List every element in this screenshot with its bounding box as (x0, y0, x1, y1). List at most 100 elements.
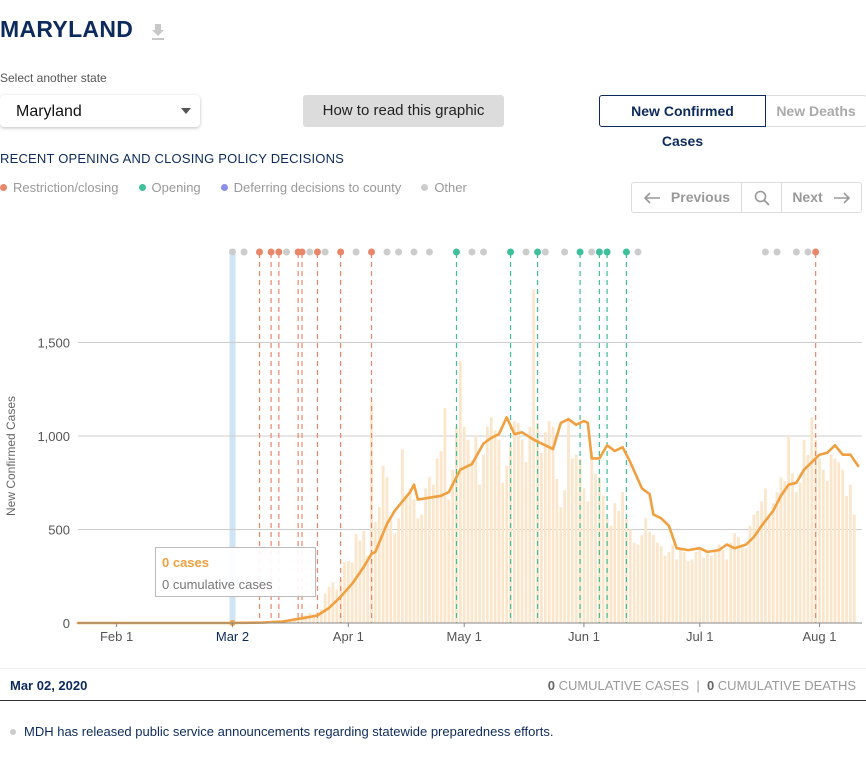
daily-case-bar (532, 289, 536, 623)
policy-event-dot (561, 248, 569, 256)
daily-case-bar (424, 488, 427, 623)
daily-case-bar (362, 530, 366, 623)
daily-case-bar (690, 559, 694, 623)
policy-event-dot (812, 248, 820, 256)
policy-event-dot (595, 248, 603, 256)
policy-event-dot (522, 248, 530, 256)
daily-case-bar (833, 458, 837, 623)
daily-case-bar (447, 499, 451, 623)
cumulative-cases-value: 0 (547, 678, 555, 693)
daily-case-bar (841, 469, 845, 623)
policy-section-title: RECENT OPENING AND CLOSING POLICY DECISI… (0, 151, 345, 166)
daily-case-bar (628, 529, 632, 623)
daily-case-bar (586, 501, 590, 623)
policy-event-dot (410, 248, 418, 256)
daily-case-bar (590, 450, 594, 623)
daily-case-bar (373, 522, 377, 623)
other-dot-icon (10, 728, 16, 735)
opening-dot-icon (138, 184, 146, 191)
daily-case-bar (806, 454, 810, 623)
policy-event-dot (283, 248, 291, 256)
daily-case-bar (370, 402, 373, 623)
daily-case-bar (721, 550, 725, 623)
daily-case-bar (771, 503, 775, 623)
daily-case-bar (729, 542, 733, 623)
x-tick-label: Jun 1 (568, 629, 600, 644)
how-to-read-button[interactable]: How to read this graphic (303, 95, 504, 127)
daily-case-bar (416, 518, 420, 623)
daily-case-bar (852, 514, 856, 623)
daily-case-bar (543, 432, 547, 623)
daily-case-bar (821, 469, 825, 623)
other-dot-icon (421, 184, 429, 191)
daily-case-bar (466, 439, 470, 623)
daily-case-bar (617, 510, 621, 623)
daily-case-bar (358, 540, 362, 623)
state-dropdown[interactable]: Maryland (0, 95, 200, 127)
daily-case-bar (563, 490, 567, 623)
daily-case-bar (485, 426, 489, 623)
daily-case-bar (767, 518, 771, 623)
tooltip-cases: 0 cases (162, 555, 209, 570)
cases-chart[interactable]: 0 500 1,000 1,500 New Confirmed Cases Feb 1 Ma… (0, 236, 866, 656)
new-confirmed-cases-toggle[interactable]: New Confirmed Cases (599, 95, 766, 149)
legend-item-opening: Opening (138, 180, 201, 195)
daily-case-bar (312, 614, 315, 623)
new-deaths-toggle[interactable]: New Deaths (766, 95, 866, 127)
daily-case-bar (524, 462, 528, 623)
policy-event-dot (383, 248, 391, 256)
daily-case-bar (470, 460, 474, 623)
daily-case-bar (682, 551, 686, 623)
daily-case-bar (570, 458, 574, 623)
daily-case-bar (346, 561, 350, 623)
daily-case-bar (733, 533, 736, 623)
daily-case-bar (779, 477, 783, 623)
zoom-button[interactable] (742, 183, 782, 212)
daily-case-bar (547, 421, 551, 623)
daily-case-bar (648, 531, 651, 623)
daily-case-bar (335, 589, 339, 623)
cumulative-cases-label: CUMULATIVE CASES (558, 678, 690, 693)
daily-case-bar (555, 479, 559, 623)
daily-case-bar (775, 492, 779, 623)
daily-case-bar (752, 514, 756, 623)
daily-case-bar (296, 618, 300, 623)
daily-case-bar (536, 422, 539, 623)
daily-case-bar (632, 542, 636, 623)
daily-case-bar (783, 480, 787, 623)
daily-case-bar (609, 525, 613, 623)
daily-case-bar (428, 477, 431, 623)
cumulative-deaths-value: 0 (706, 678, 715, 693)
policy-event-dot (337, 248, 345, 256)
daily-case-bar (837, 462, 841, 623)
policy-event-dot (634, 248, 642, 256)
daily-case-bar (567, 417, 570, 623)
deferring-dot-icon (220, 184, 228, 191)
daily-case-bar (578, 458, 582, 623)
daily-case-bar (385, 477, 389, 623)
y-tick-label: 0 (63, 616, 70, 631)
daily-case-bar (319, 609, 323, 623)
download-icon[interactable] (150, 22, 166, 42)
daily-case-bar (594, 473, 597, 623)
policy-event-dot (306, 248, 314, 256)
daily-case-bar (706, 553, 709, 623)
policy-event-dot (395, 248, 403, 256)
daily-case-bar (644, 518, 648, 623)
daily-case-bar (505, 465, 509, 623)
daily-case-bar (613, 503, 617, 623)
daily-case-bar (709, 555, 713, 623)
daily-case-bar (652, 535, 655, 623)
daily-case-bar (794, 492, 798, 623)
daily-case-bar (621, 492, 624, 623)
rolling-average-line (76, 416, 860, 625)
policy-event-dot (368, 248, 376, 256)
previous-button[interactable]: Previous (632, 183, 742, 212)
daily-case-bar (516, 422, 520, 623)
daily-case-bar (702, 557, 706, 623)
daily-case-bar (748, 525, 752, 623)
next-button[interactable]: Next (782, 183, 861, 212)
policy-event-dot (541, 248, 549, 256)
daily-case-bar (559, 507, 563, 623)
legend-item-other: Other (421, 180, 467, 195)
